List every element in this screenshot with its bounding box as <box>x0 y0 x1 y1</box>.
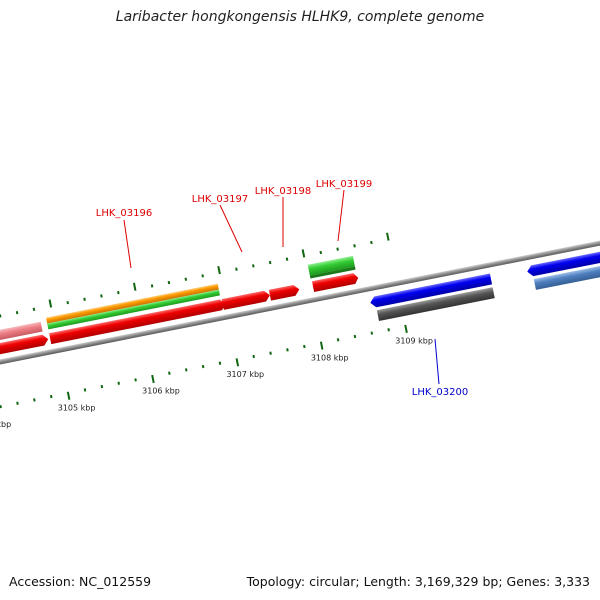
minor-tick-reverse <box>134 378 137 382</box>
minor-tick-forward <box>252 264 255 268</box>
minor-tick-reverse <box>218 361 222 365</box>
gene-label-group: LHK_03196 LHK_03197 LHK_03198 LHK_03199 … <box>96 179 468 398</box>
minor-tick-reverse <box>168 371 171 375</box>
major-tick-forward <box>48 299 53 308</box>
minor-tick-reverse <box>387 328 390 332</box>
gene-label-LHK_03199[interactable]: LHK_03199 <box>316 179 372 190</box>
minor-tick-forward <box>285 257 289 261</box>
minor-tick-forward <box>83 297 86 301</box>
genome-backbone <box>0 234 600 372</box>
forward-cds-LHK_03197[interactable] <box>221 290 271 310</box>
accession-text: Accession: NC_012559 <box>9 574 152 589</box>
major-tick-forward <box>217 265 221 275</box>
minor-tick-forward <box>235 267 238 271</box>
leader-line-LHK_03199 <box>337 189 345 242</box>
gene-label-LHK_03196[interactable]: LHK_03196 <box>96 208 152 219</box>
minor-tick-reverse <box>252 354 255 359</box>
forward-cds-partial[interactable] <box>0 334 49 358</box>
gene-label-LHK_03200[interactable]: LHK_03200 <box>412 387 468 398</box>
minor-tick-reverse <box>117 381 121 385</box>
map-track-group <box>0 232 600 409</box>
minor-tick-reverse <box>184 368 188 372</box>
scale-label: 3109 kbp <box>395 337 433 346</box>
reverse-scale-ticks <box>0 324 408 409</box>
major-tick-reverse <box>66 391 71 400</box>
leader-line-LHK_03197 <box>219 204 243 253</box>
minor-tick-forward <box>268 260 272 265</box>
minor-tick-forward <box>319 250 323 255</box>
minor-tick-forward <box>201 274 204 278</box>
forward-cds-LHK_03199[interactable] <box>312 272 359 293</box>
minor-tick-reverse <box>370 331 374 335</box>
minor-tick-forward <box>117 290 120 295</box>
minor-tick-forward <box>353 244 356 248</box>
forward-feature-green-small-edge <box>309 266 356 279</box>
minor-tick-reverse <box>201 364 205 369</box>
forward-feature-green[interactable] <box>47 289 220 330</box>
major-tick-forward <box>301 249 306 258</box>
major-tick-reverse <box>404 324 408 334</box>
minor-tick-reverse <box>353 334 357 339</box>
scale-label: 3107 kbp <box>226 370 264 379</box>
forward-cds-LHK_03196[interactable] <box>49 299 227 345</box>
leader-line-LHK_03196 <box>123 219 132 269</box>
scale-label: 3106 kbp <box>142 387 180 396</box>
forward-cds-LHK_03198[interactable] <box>268 284 301 301</box>
minor-tick-forward <box>15 310 19 315</box>
forward-feature-pink[interactable] <box>0 321 43 344</box>
minor-tick-reverse <box>83 388 87 392</box>
reverse-cds-LHK_03200[interactable] <box>369 273 493 309</box>
map-title: Laribacter hongkongensis HLHK9, complete… <box>115 9 485 25</box>
gene-label-LHK_03198[interactable]: LHK_03198 <box>255 186 311 197</box>
scale-label: 3105 kbp <box>58 403 96 412</box>
scale-label: 3104 kbp <box>0 420 11 429</box>
minor-tick-reverse <box>269 351 272 355</box>
reverse-cds-right[interactable] <box>526 248 600 277</box>
major-tick-reverse <box>319 341 324 350</box>
scale-label: 3108 kbp <box>311 353 349 362</box>
reverse-feature-gray[interactable] <box>376 287 495 321</box>
minor-tick-reverse <box>303 344 306 349</box>
forward-feature-orange[interactable] <box>46 283 219 324</box>
gene-label-LHK_03197[interactable]: LHK_03197 <box>192 194 248 205</box>
minor-tick-forward <box>0 314 2 318</box>
minor-tick-forward <box>336 247 339 251</box>
minor-tick-reverse <box>33 398 36 402</box>
major-tick-forward <box>132 282 137 291</box>
minor-tick-reverse <box>0 404 2 409</box>
genome-summary-text: Topology: circular; Length: 3,169,329 bp… <box>246 574 590 589</box>
major-tick-reverse <box>151 374 155 384</box>
minor-tick-forward <box>150 284 154 288</box>
major-tick-reverse <box>235 358 240 367</box>
minor-tick-forward <box>167 280 171 285</box>
forward-feature-green-small[interactable] <box>307 255 355 276</box>
minor-tick-forward <box>370 240 373 245</box>
minor-tick-reverse <box>286 348 289 352</box>
minor-tick-reverse <box>336 338 340 342</box>
minor-tick-reverse <box>100 384 104 389</box>
minor-tick-reverse <box>16 401 19 405</box>
forward-scale-ticks <box>0 232 390 318</box>
minor-tick-forward <box>32 307 36 311</box>
reverse-feature-steelblue[interactable] <box>533 262 600 290</box>
minor-tick-forward <box>100 294 103 298</box>
minor-tick-reverse <box>49 394 53 399</box>
minor-tick-forward <box>66 300 69 305</box>
minor-tick-forward <box>184 277 188 281</box>
leader-line-LHK_03200 <box>434 338 440 385</box>
major-tick-forward <box>386 232 390 241</box>
